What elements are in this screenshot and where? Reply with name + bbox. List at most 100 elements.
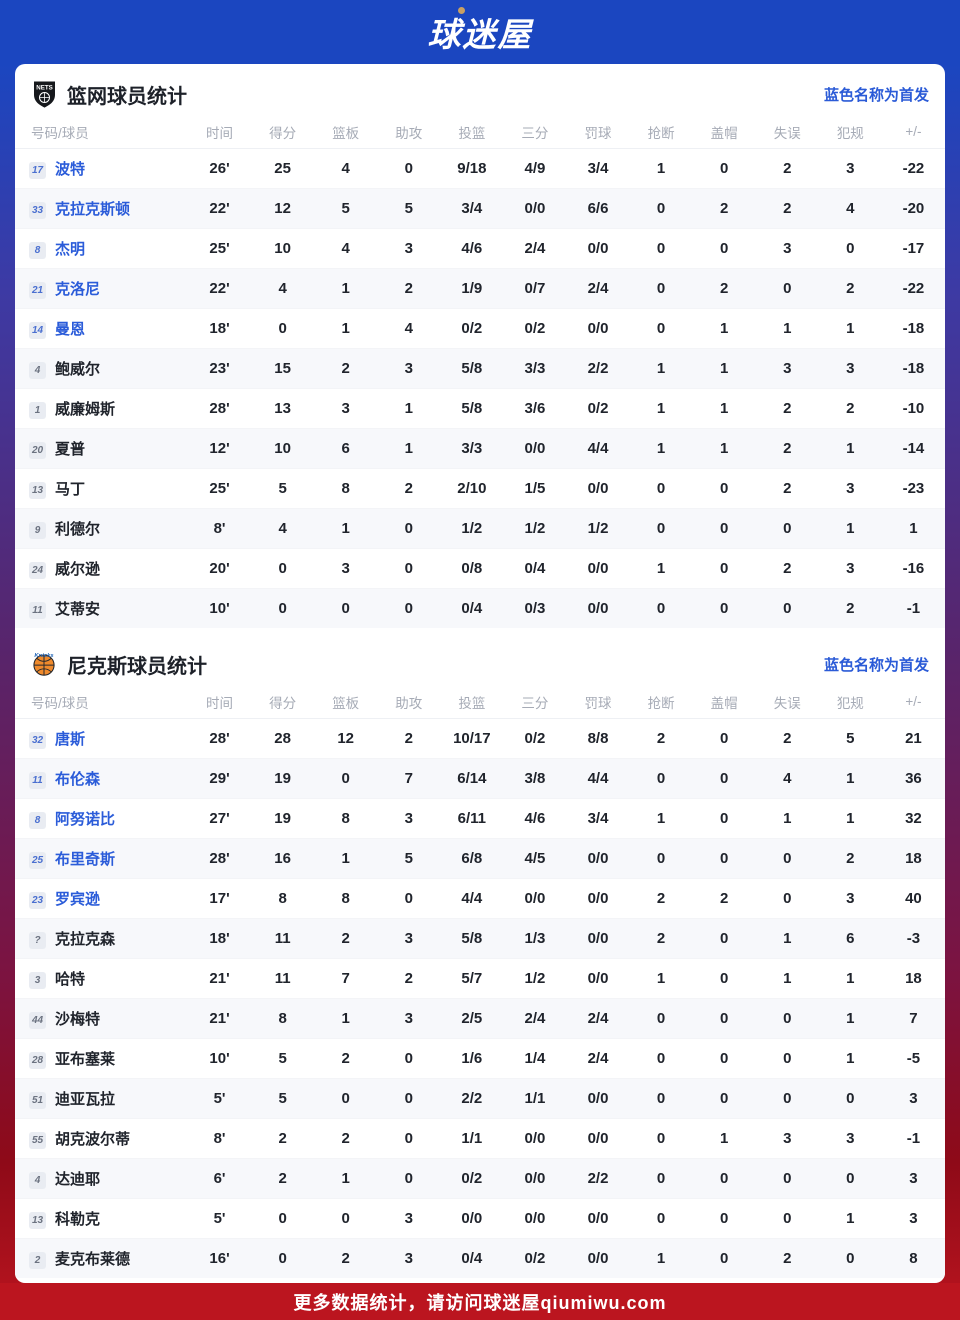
player-name-cell[interactable]: 1 威廉姆斯 — [15, 387, 188, 428]
player-name-cell[interactable]: 25 布里奇斯 — [15, 837, 188, 878]
column-header: 盖帽 — [692, 686, 756, 719]
player-name: 威廉姆斯 — [55, 400, 116, 418]
table-header-row: 号码/球员 时间 得分 篮板 助攻 投篮 三分 罚球 抢断 盖帽 失误 犯规 +/- — [15, 116, 945, 149]
stat-cell: 0/0 — [503, 187, 567, 228]
stat-cell: 0 — [377, 587, 441, 628]
stat-cell: 11 — [251, 917, 315, 958]
player-name-cell[interactable]: ? 克拉克森 — [15, 917, 188, 958]
stat-cell: 0 — [755, 1077, 819, 1118]
player-name: 克洛尼 — [55, 280, 101, 298]
stat-cell: 1 — [314, 837, 378, 878]
stat-cell: -17 — [881, 227, 945, 268]
stat-cell: 0/4 — [440, 1237, 504, 1278]
player-number-badge: 23 — [29, 891, 46, 909]
player-name-cell[interactable]: 8 阿努诺比 — [15, 797, 188, 838]
player-name-cell[interactable]: 24 威尔逊 — [15, 547, 188, 588]
player-name: 波特 — [55, 160, 86, 178]
stat-cell: -22 — [902, 159, 925, 177]
stat-cell: 5/8 — [440, 347, 504, 388]
column-header: +/- — [881, 686, 945, 719]
stat-cell: 21' — [188, 997, 252, 1038]
stat-cell: 1 — [692, 1117, 756, 1158]
footer-link[interactable]: 更多数据统计，请访问球迷屋qiumiwu.com — [293, 1292, 667, 1313]
player-name-cell[interactable]: 23 罗宾逊 — [15, 877, 188, 918]
player-row: 33 克拉克斯顿 22' 12 5 5 3/4 0/0 6/6 0 2 2 4 -20 — [15, 187, 945, 228]
player-row: 9 利德尔 8' 4 1 0 1/2 1/2 1/2 0 0 0 1 1 — [15, 507, 945, 548]
player-name-cell[interactable]: 11 艾蒂安 — [15, 587, 188, 628]
stat-cell: 0/0 — [503, 1117, 567, 1158]
player-name-cell[interactable]: 33 克拉克斯顿 — [15, 187, 188, 228]
stat-cell: 0 — [818, 1237, 882, 1278]
player-name-cell[interactable]: 9 利德尔 — [15, 507, 188, 548]
stat-cell: 8 — [314, 797, 378, 838]
stat-cell: 5/8 — [440, 387, 504, 428]
stat-cell: 3/3 — [503, 347, 567, 388]
stat-cell: 0 — [377, 507, 441, 548]
player-name-cell[interactable]: 55 胡克波尔蒂 — [15, 1117, 188, 1158]
player-name-cell[interactable]: 14 曼恩 — [15, 307, 188, 348]
stat-cell: 19 — [251, 757, 315, 798]
player-name: 杰明 — [55, 240, 86, 258]
stat-cell: 0/0 — [566, 467, 630, 508]
stat-cell: 7 — [314, 957, 378, 998]
player-name-cell[interactable]: 21 克洛尼 — [15, 267, 188, 308]
stat-cell: 0 — [251, 547, 315, 588]
player-name-cell[interactable]: 13 马丁 — [15, 467, 188, 508]
stat-cell: 22' — [188, 267, 252, 308]
stat-cell: 0/2 — [524, 729, 546, 747]
player-name-cell[interactable]: 8 杰明 — [15, 227, 188, 268]
stat-cell: 3 — [377, 347, 441, 388]
stat-cell: 21 — [905, 729, 922, 747]
stat-cell: 2 — [755, 387, 819, 428]
stat-cell: 0 — [629, 1037, 693, 1078]
stat-cell: -14 — [881, 427, 945, 468]
player-name: 达迪耶 — [55, 1170, 101, 1188]
stat-cell: 0/2 — [440, 1157, 504, 1198]
stat-cell: 0 — [251, 307, 315, 348]
stat-cell: 0/2 — [440, 307, 504, 348]
player-name-cell[interactable]: 11 布伦森 — [15, 757, 188, 798]
player-name-cell[interactable]: 4 鲍威尔 — [15, 347, 188, 388]
stat-cell: -10 — [881, 387, 945, 428]
stat-cell: 1 — [692, 307, 756, 348]
player-name-cell[interactable]: 3 哈特 — [15, 957, 188, 998]
stat-cell: 0/0 — [503, 1157, 567, 1198]
column-header: 篮板 — [314, 116, 378, 149]
stat-cell: 3/8 — [503, 757, 567, 798]
nets-section: NETS 篮网球员统计 蓝色名称为首发 号码/球员 时间 得分 篮板 助攻 投篮 三分 罚球抢… — [15, 66, 945, 628]
player-name-cell[interactable]: 20 夏普 — [15, 427, 188, 468]
stat-cell: 0/3 — [503, 587, 567, 628]
stat-cell: 18' — [188, 307, 252, 348]
stat-cell: 5 — [251, 1037, 315, 1078]
stat-cell: 0/0 — [503, 877, 567, 918]
stat-cell: 1 — [629, 427, 693, 468]
stat-cell: 22' — [188, 187, 252, 228]
stat-cell: 3 — [314, 547, 378, 588]
stat-cell: 0 — [755, 587, 819, 628]
player-name-cell[interactable]: 4 达迪耶 — [15, 1157, 188, 1198]
stat-cell: 3 — [818, 877, 882, 918]
column-header: 时间 — [188, 116, 252, 149]
stat-cell: 1 — [692, 387, 756, 428]
player-row: 25 布里奇斯 28' 16 1 5 6/8 4/5 0/0 0 0 0 2 18 — [15, 837, 945, 878]
stat-cell: -16 — [881, 547, 945, 588]
stat-cell: 3/4 — [566, 797, 630, 838]
stat-cell: 2/4 — [566, 267, 630, 308]
stat-cell: 0 — [818, 1157, 882, 1198]
player-name-cell[interactable]: 17 波特 — [15, 148, 188, 188]
stat-cell: 4 — [251, 507, 315, 548]
player-name-cell[interactable]: 51 迪亚瓦拉 — [15, 1077, 188, 1118]
player-name-cell[interactable]: 13 科勒克 — [15, 1197, 188, 1238]
player-row: 32 唐斯 28' 28 12 2 10/17 0/2 8/8 2 0 2 5 21 — [15, 718, 945, 758]
stat-cell: 8 — [881, 1237, 945, 1278]
stat-cell: 0 — [314, 1197, 378, 1238]
stat-cell: 2 — [692, 267, 756, 308]
stat-cell: 2 — [755, 187, 819, 228]
player-name-cell[interactable]: 2 麦克布莱德 — [15, 1237, 188, 1278]
column-header: 罚球 — [566, 116, 630, 149]
player-name-cell[interactable]: 44 沙梅特 — [15, 997, 188, 1038]
player-name-cell[interactable]: 28 亚布塞莱 — [15, 1037, 188, 1078]
player-name-cell[interactable]: 32 唐斯 — [15, 718, 188, 758]
stat-cell: 11 — [251, 957, 315, 998]
player-row: 24 威尔逊 20' 0 3 0 0/8 0/4 0/0 1 0 2 3 -16 — [15, 547, 945, 588]
